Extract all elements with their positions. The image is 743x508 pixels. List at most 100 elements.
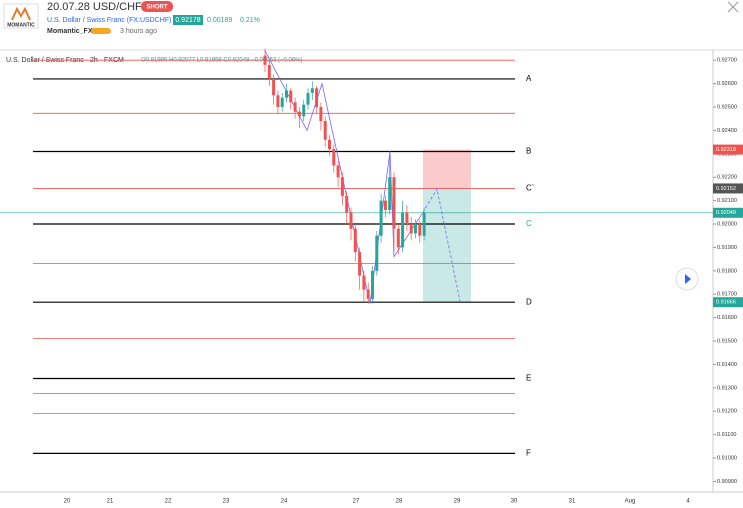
candle-body [379, 200, 383, 236]
x-tick-label: 28 [396, 499, 403, 505]
author[interactable]: Momantic_FX [47, 28, 93, 35]
y-tick-label: 0.92500 [717, 104, 737, 110]
candle-body [362, 275, 366, 290]
candle-body [323, 121, 327, 140]
candle-body [332, 149, 336, 166]
x-tick-label: 24 [281, 499, 288, 505]
y-tick-label: 0.92400 [717, 128, 737, 134]
x-tick-label: 27 [353, 499, 360, 505]
x-tick-label: 23 [223, 499, 230, 505]
pattern-line [264, 50, 424, 304]
candle-body [280, 97, 284, 107]
x-tick-label: 4 [686, 499, 690, 505]
candle-body [319, 107, 323, 122]
badge [141, 1, 173, 12]
candle-body [345, 195, 349, 213]
y-tick-label: 0.91100 [717, 432, 736, 438]
candle-body [285, 90, 288, 98]
y-tick-label: 0.91400 [717, 362, 737, 368]
candle-body [353, 228, 357, 253]
candle-body [297, 111, 301, 117]
candle-body [401, 212, 405, 248]
candle-body [409, 224, 413, 234]
candle-body [328, 139, 331, 150]
x-tick-label: 29 [454, 499, 461, 505]
candle-body [371, 270, 374, 299]
price-marker-label: 0.92318 [716, 147, 736, 153]
candle-body [418, 224, 422, 236]
y-tick-label: 0.92700 [717, 58, 737, 64]
close-icon[interactable] [727, 1, 739, 13]
price-marker [713, 183, 743, 194]
price: 0.92178 [175, 17, 200, 24]
change-pct: 0.21% [240, 17, 260, 24]
candle-body [336, 165, 340, 178]
candle-body [366, 289, 370, 299]
candle-body [267, 64, 271, 79]
candle-body [422, 212, 426, 236]
level-label: F [526, 448, 531, 457]
x-tick-label: 20 [64, 499, 71, 505]
price-marker-label: 0.92152 [716, 186, 736, 192]
y-tick-label: 0.92600 [717, 81, 737, 87]
y-tick-label: 0.91500 [717, 338, 737, 344]
logo-text: MOMANTIC [7, 22, 35, 28]
price-marker [713, 207, 743, 218]
candle-body [302, 104, 306, 117]
level-label: A [526, 74, 532, 83]
candle-body [375, 235, 379, 271]
candle-body [272, 78, 276, 96]
badge-text: SHORT [147, 5, 168, 11]
x-tick-label: 22 [165, 499, 172, 505]
y-tick-label: 0.90900 [717, 479, 737, 485]
level-label: D [526, 297, 532, 306]
candle-body [358, 252, 362, 276]
x-tick-label: 31 [569, 499, 576, 505]
candle-body [263, 55, 267, 65]
symbol[interactable]: U.S. Dollar / Swiss Franc (FX:USDCHF) [47, 17, 171, 24]
y-tick-label: 0.91300 [717, 385, 737, 391]
level-label: C` [526, 184, 535, 193]
y-tick-label: 0.91800 [717, 268, 737, 274]
candle-body [340, 177, 344, 196]
play-icon [685, 274, 691, 284]
price-marker-label: 0.92048 [716, 210, 736, 216]
candle-body [414, 224, 417, 234]
x-tick-label: Aug [625, 499, 636, 505]
candle-body [392, 177, 396, 229]
idea-title: 20.07.28 USD/CHF [47, 1, 142, 13]
stop-zone [423, 149, 471, 189]
candle-body [349, 212, 353, 229]
candle-body [289, 90, 293, 103]
candle-body [388, 177, 392, 210]
candle-body [276, 95, 280, 107]
y-tick-label: 0.92000 [717, 221, 737, 227]
y-tick-label: 0.91700 [717, 292, 737, 298]
price-marker [713, 297, 743, 308]
x-tick-label: 21 [107, 499, 114, 505]
y-tick-label: 0.91200 [717, 409, 737, 415]
candle-body [310, 88, 314, 93]
logo-icon [11, 6, 31, 21]
y-tick-label: 0.92200 [717, 175, 737, 181]
candle-body [306, 92, 310, 105]
target-zone [423, 188, 471, 303]
level-label: B [526, 147, 531, 156]
x-tick-label: 30 [511, 499, 518, 505]
y-tick-label: 0.92100 [717, 198, 737, 204]
y-tick-label: 0.91000 [717, 456, 737, 462]
level-label: E [526, 374, 531, 383]
y-tick-label: 0.91900 [717, 245, 737, 251]
level-label: C [526, 219, 532, 228]
author-badge [91, 28, 111, 34]
projection [422, 187, 461, 302]
y-tick-label: 0.91600 [717, 315, 737, 321]
price-box [173, 15, 203, 25]
price-marker [713, 144, 743, 155]
candle-body [293, 102, 297, 112]
price-marker-label: 0.91666 [716, 300, 736, 306]
change: 0.00189 [207, 17, 232, 24]
time: 3 hours ago [120, 28, 157, 35]
